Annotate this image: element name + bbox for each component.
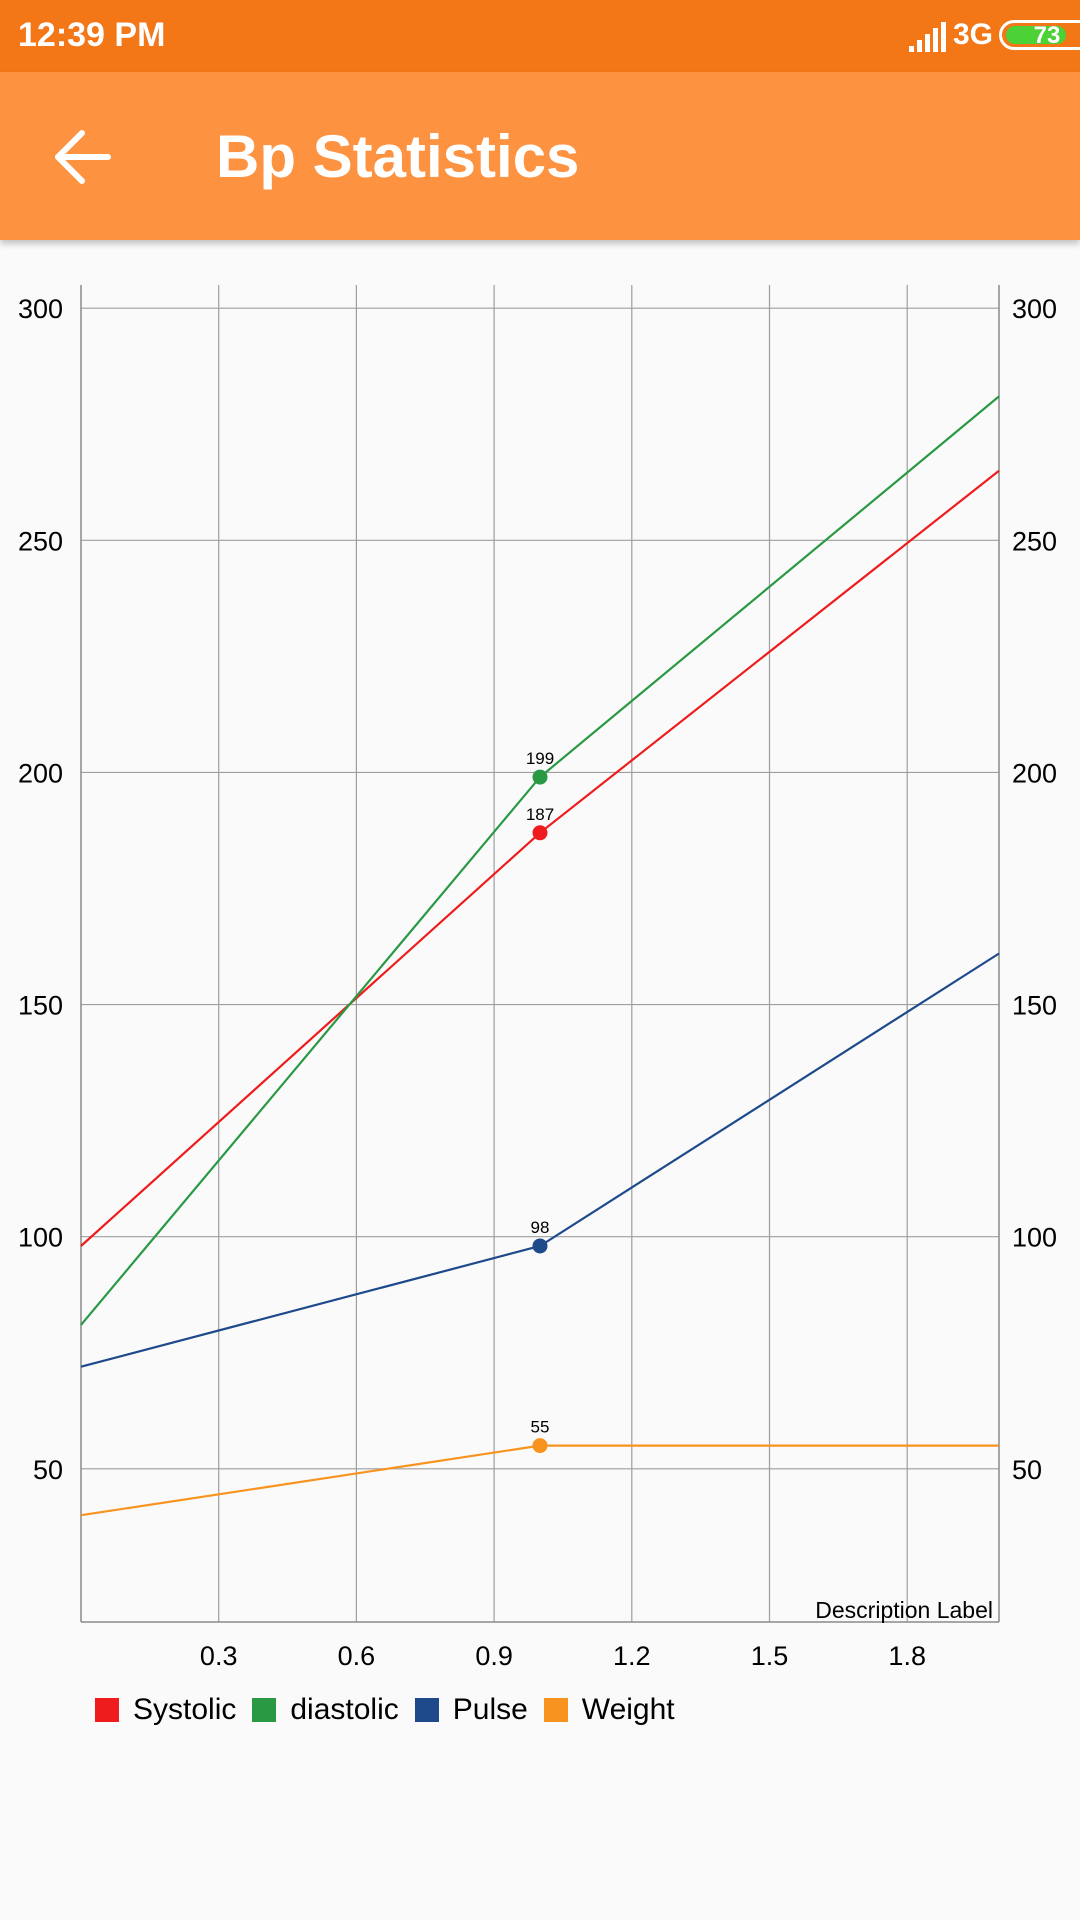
y-tick-label-left: 100: [18, 1223, 63, 1253]
legend-swatch: [414, 1698, 439, 1722]
line-chart: 187 199 98 55 50 50 100 100 150 150 200 200 250 250 3…: [18, 285, 1057, 1671]
arrow-left-icon[interactable]: [50, 122, 120, 192]
series: 187 199 98 55: [80, 395, 1000, 1517]
data-label-weight: 55: [531, 1418, 550, 1437]
battery-text: 73: [1033, 22, 1061, 49]
page-title: Bp Statistics: [216, 123, 580, 190]
battery-icon: 73: [999, 20, 1080, 50]
signal-bars-icon: [909, 22, 946, 52]
y-tick-label-right: 150: [1012, 991, 1057, 1021]
status-bar: 12:39 PM 3G 73: [0, 0, 1080, 72]
x-tick-label: 0.6: [338, 1641, 376, 1671]
legend-item-systolic: Systolic: [95, 1693, 236, 1727]
app-bar: Bp Statistics: [0, 72, 1080, 240]
x-tick-label: 0.9: [475, 1641, 513, 1671]
data-label-diastolic: 199: [526, 749, 554, 768]
legend-item-pulse: Pulse: [414, 1693, 528, 1727]
legend: Systolic diastolic Pulse Weight: [95, 1690, 691, 1730]
legend-item-diastolic: diastolic: [252, 1693, 399, 1727]
y-tick-label-right: 50: [1012, 1455, 1042, 1485]
y-tick-label-right: 300: [1012, 294, 1057, 324]
battery-level: [1006, 26, 1066, 44]
y-tick-label-left: 250: [18, 526, 63, 556]
x-tick-label: 0.3: [200, 1641, 238, 1671]
legend-label: Pulse: [452, 1693, 528, 1726]
y-tick-label-left: 50: [33, 1455, 63, 1485]
data-label-systolic: 187: [526, 805, 554, 824]
y-tick-label-left: 300: [18, 294, 63, 324]
x-tick-label: 1.2: [613, 1641, 651, 1671]
legend-item-weight: Weight: [543, 1693, 675, 1727]
legend-swatch: [543, 1698, 568, 1722]
y-tick-label-left: 150: [18, 991, 63, 1021]
legend-label: Systolic: [133, 1693, 237, 1726]
data-point-systolic: [532, 825, 548, 841]
legend-label: Weight: [581, 1693, 675, 1726]
x-tick-label: 1.5: [751, 1641, 789, 1671]
data-point-pulse: [532, 1238, 548, 1254]
y-tick-label-right: 250: [1012, 526, 1057, 556]
grid: [81, 285, 999, 1622]
status-time: 12:39 PM: [18, 16, 166, 54]
data-point-weight: [532, 1438, 548, 1454]
y-tick-label-right: 100: [1012, 1223, 1057, 1253]
description-label: Description Label: [815, 1597, 993, 1623]
network-label: 3G: [953, 18, 994, 51]
data-point-diastolic: [532, 769, 548, 785]
legend-label: diastolic: [290, 1693, 399, 1726]
y-tick-label-left: 200: [18, 758, 63, 788]
legend-swatch: [95, 1698, 119, 1722]
legend-swatch: [252, 1698, 277, 1722]
x-tick-label: 1.8: [888, 1641, 926, 1671]
tick-labels: 50 50 100 100 150 150 200 200 250 250 300 300 0.3 0.6…: [18, 294, 1057, 1671]
y-tick-label-right: 200: [1012, 758, 1057, 788]
data-label-pulse: 98: [531, 1218, 550, 1237]
